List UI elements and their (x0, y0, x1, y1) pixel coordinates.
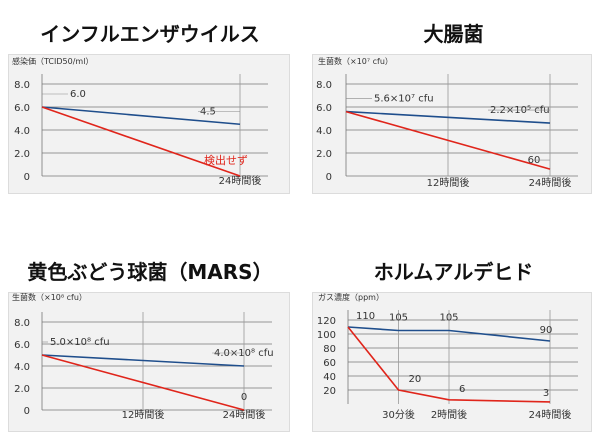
y-tick-label: 2.0 (316, 149, 332, 160)
y-tick-label: 4.0 (14, 126, 30, 137)
x-tick-label: 24時間後 (529, 176, 572, 189)
data-label: 4.0×10⁸ cfu (214, 348, 274, 359)
series-line (345, 110, 551, 170)
x-tick-label: 12時間後 (122, 408, 165, 421)
chart-panel-formaldehyde: ホルムアルデヒド ガス濃度（ppm） 20 40 60 80 100 120 30分後 2時間後… (302, 224, 605, 447)
series-line (345, 110, 551, 124)
x-tick-label: 24時間後 (223, 408, 266, 421)
data-label: 20 (409, 374, 422, 385)
chart-frame (312, 54, 592, 194)
data-label: 4.5 (200, 106, 216, 117)
y-tick-label: 0 (326, 172, 332, 183)
chart-svg: ガス濃度（ppm） 20 40 60 80 100 120 30分後 2時間後 24時間後 110 1… (317, 292, 578, 421)
y-tick-label: 80 (323, 344, 336, 355)
y-axis-label: 生菌数（×10⁷ cfu） (318, 56, 393, 66)
y-tick-label: 120 (317, 316, 336, 327)
data-label: 105 (389, 313, 408, 324)
data-label: 6.0 (70, 89, 86, 100)
chart-title: インフルエンザウイルス (40, 22, 260, 46)
data-label: 3 (543, 388, 549, 399)
y-tick-label: 100 (317, 330, 336, 341)
chart-panel-e-coli: 大腸菌 生菌数（×10⁷ cfu） 0 2.0 4.0 6.0 8.0 12時間後 24時間後… (302, 0, 605, 223)
y-tick-label: 8.0 (316, 80, 332, 91)
series-line (41, 354, 245, 411)
y-tick-label: 4.0 (316, 126, 332, 137)
data-label: 90 (540, 325, 553, 336)
data-label: 検出せず (204, 153, 248, 167)
y-tick-label: 8.0 (14, 80, 30, 91)
series-line (347, 326, 551, 342)
data-label: 110 (356, 311, 375, 322)
data-label: 60 (528, 155, 541, 166)
chart-frame (8, 292, 290, 432)
y-tick-label: 8.0 (14, 318, 30, 329)
data-label: 5.0×10⁸ cfu (50, 337, 110, 348)
data-label: 5.6×10⁷ cfu (374, 94, 434, 105)
data-label: 6 (459, 384, 465, 395)
y-tick-label: 6.0 (14, 103, 30, 114)
series-line (41, 106, 241, 126)
x-tick-label: 12時間後 (427, 176, 470, 189)
y-axis-label: 感染価（TCID50/ml） (12, 56, 93, 66)
y-tick-label: 2.0 (14, 384, 30, 395)
series-line (347, 326, 551, 403)
chart-title: 大腸菌 (423, 22, 484, 46)
y-tick-label: 60 (323, 358, 336, 369)
chart-title: ホルムアルデヒド (373, 260, 534, 284)
chart-svg: 生菌数（×10⁷ cfu） 0 2.0 4.0 6.0 8.0 12時間後 24時間後 5.6×… (316, 56, 578, 189)
y-tick-label: 0 (24, 406, 30, 417)
data-label: 105 (439, 313, 458, 324)
chart-svg: 感染価（TCID50/ml） 0 2.0 4.0 6.0 8.0 24時間後 6.0 4.5 検出… (12, 56, 268, 187)
series-line (41, 106, 241, 177)
y-axis-label: 生菌数（×10⁸ cfu） (12, 292, 87, 302)
x-tick-label: 30分後 (382, 408, 415, 421)
chart-svg: 生菌数（×10⁸ cfu） 0 2.0 4.0 6.0 8.0 12時間後 24時間後 5.0×… (12, 292, 274, 421)
y-tick-label: 2.0 (14, 149, 30, 160)
x-tick-label: 2時間後 (431, 408, 467, 421)
chart-panel-influenza: インフルエンザウイルス 感染価（TCID50/ml） 0 2.0 4.0 6.0 8.0 2… (0, 0, 300, 223)
x-tick-label: 24時間後 (219, 174, 262, 187)
chart-frame (8, 54, 290, 194)
y-tick-label: 6.0 (14, 340, 30, 351)
y-tick-label: 40 (323, 372, 336, 383)
data-label: 2.2×10⁵ cfu (490, 105, 550, 116)
data-label: 0 (241, 392, 247, 403)
chart-title: 黄色ぶどう球菌（MARS） (27, 260, 273, 284)
y-axis-label: ガス濃度（ppm） (318, 292, 384, 302)
series-line (41, 354, 245, 367)
y-tick-label: 20 (323, 386, 336, 397)
y-tick-label: 6.0 (316, 103, 332, 114)
x-tick-label: 24時間後 (529, 408, 572, 421)
y-tick-label: 0 (24, 172, 30, 183)
chart-panel-mrsa: 黄色ぶどう球菌（MARS） 生菌数（×10⁸ cfu） 0 2.0 4.0 6.0 8.0… (0, 224, 300, 447)
y-tick-label: 4.0 (14, 362, 30, 373)
